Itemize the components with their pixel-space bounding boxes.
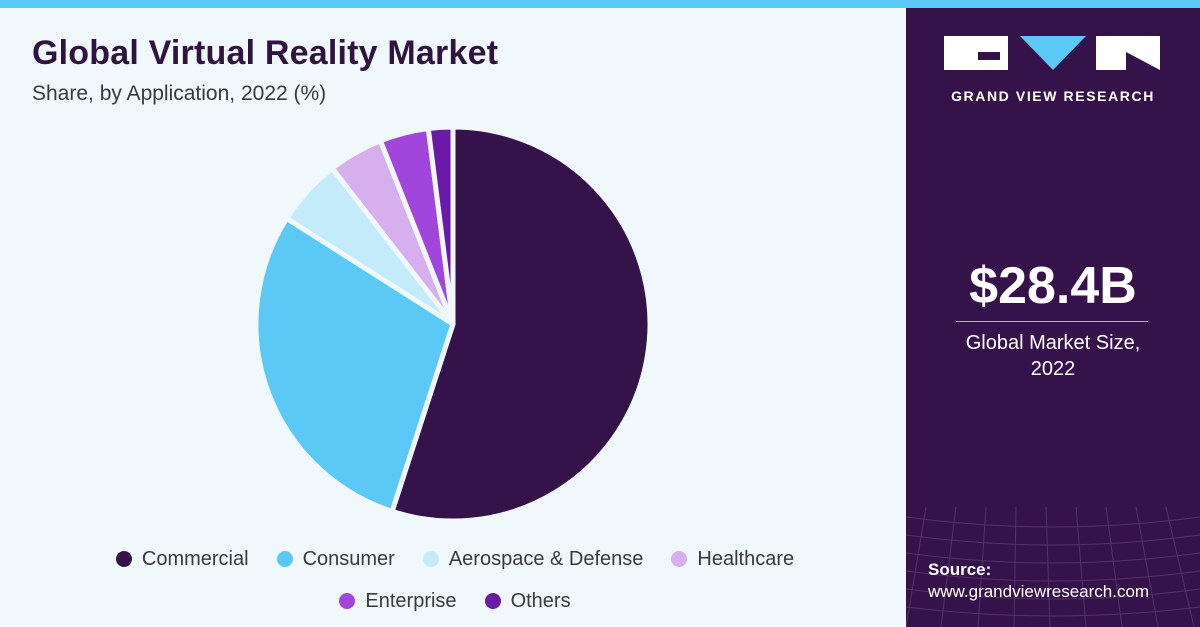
market-size-label: Global Market Size, 2022: [946, 330, 1160, 382]
legend-item-others: Others: [484, 589, 571, 612]
source-label: Source:: [928, 560, 992, 579]
legend-label-healthcare: Healthcare: [697, 547, 795, 570]
legend-swatch-commercial: [115, 551, 132, 567]
pie-chart: [253, 124, 653, 524]
chart-title: Global Virtual Reality Market: [32, 34, 499, 72]
chart-panel: Global Virtual Reality Market Share, by …: [0, 8, 906, 627]
legend-swatch-enterprise: [339, 593, 356, 609]
legend-swatch-others: [484, 593, 501, 609]
legend-label-aerospace-defense: Aerospace & Defense: [448, 547, 644, 570]
legend-label-enterprise: Enterprise: [365, 589, 457, 612]
divider: [956, 321, 1148, 322]
legend-label-commercial: Commercial: [141, 547, 249, 570]
chart-legend: Commercial Consumer Aerospace & Defense Hea…: [40, 548, 870, 612]
legend-swatch-consumer: [276, 551, 293, 567]
legend-swatch-healthcare: [671, 551, 688, 567]
gvr-logo-icon: [944, 36, 1160, 70]
legend-item-consumer: Consumer: [276, 547, 395, 570]
source-link[interactable]: www.grandviewresearch.com: [928, 582, 1150, 601]
brand-name: GRAND VIEW RESEARCH: [951, 88, 1155, 104]
summary-sidebar: GRAND VIEW RESEARCH $28.4B Global Market…: [906, 8, 1200, 627]
market-size-value: $28.4B: [969, 257, 1137, 315]
pie-slice-consumer: [253, 215, 456, 514]
wireframe-grid-decoration: [906, 507, 1200, 627]
legend-item-enterprise: Enterprise: [339, 589, 457, 612]
pie-slice-commercial: [389, 124, 653, 524]
legend-item-aerospace-defense: Aerospace & Defense: [422, 547, 644, 570]
legend-swatch-aerospace-defense: [422, 551, 439, 567]
market-size-label-line1: Global Market Size,: [965, 332, 1141, 354]
legend-label-consumer: Consumer: [302, 547, 395, 570]
legend-label-others: Others: [510, 589, 571, 612]
top-accent-stripe: [0, 0, 1200, 8]
chart-subtitle: Share, by Application, 2022 (%): [32, 82, 327, 105]
market-size-label-line2: 2022: [1030, 358, 1076, 380]
legend-item-commercial: Commercial: [115, 547, 249, 570]
legend-item-healthcare: Healthcare: [671, 548, 794, 570]
pie-slice-others: [425, 124, 456, 327]
